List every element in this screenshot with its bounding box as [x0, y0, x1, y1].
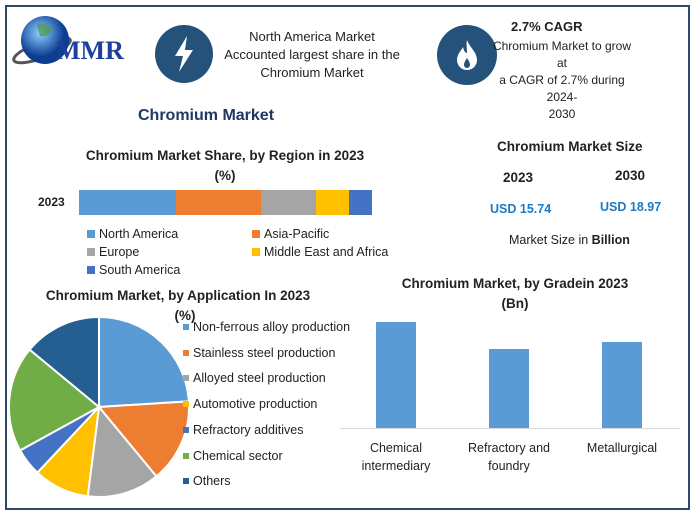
highlight-line: North America Market	[249, 29, 375, 44]
legend-swatch	[183, 324, 189, 330]
legend-swatch	[87, 266, 95, 274]
category-line: intermediary	[361, 459, 431, 473]
region-bar-label: 2023	[38, 195, 65, 209]
highlight-north-america: North America Market Accounted largest s…	[212, 28, 412, 82]
legend-label: Refractory additives	[193, 422, 304, 437]
market-size-value-2030: USD 18.97	[600, 200, 662, 214]
grade-bar	[489, 349, 529, 428]
logo-text: MMR	[56, 36, 124, 65]
flame-icon	[457, 40, 477, 70]
legend-swatch	[183, 478, 189, 485]
lightning-badge	[155, 25, 213, 83]
legend-label: Others	[193, 474, 231, 489]
chart-subtitle: (Bn)	[501, 296, 529, 311]
legend-swatch	[183, 452, 189, 459]
legend-item: Automotive production	[183, 397, 317, 411]
region-chart-title: Chromium Market Share, by Region in 2023…	[70, 146, 380, 186]
legend-item: Refractory additives	[183, 423, 303, 437]
cagr-title: 2.7% CAGR	[511, 19, 583, 34]
main-title: Chromium Market	[138, 107, 275, 124]
category-line: Chemical	[369, 441, 423, 455]
legend-label: South America	[99, 263, 181, 277]
market-size-title: Chromium Market Size	[497, 139, 643, 154]
legend-label: North America	[99, 227, 179, 241]
pie-slice-others	[28, 315, 100, 410]
legend-swatch	[183, 426, 189, 433]
cagr-line: Chromium Market to grow at	[492, 39, 632, 70]
chart-subtitle: (%)	[214, 168, 236, 183]
legend-item: North America	[87, 227, 178, 241]
grade-category-label: Refractory and foundry	[449, 439, 569, 475]
legend-label: Non-ferrous alloy production	[193, 320, 351, 334]
category-line: Refractory and	[468, 441, 550, 455]
legend-label: Europe	[99, 245, 140, 259]
market-size-year-2023: 2023	[503, 170, 534, 185]
legend-swatch	[183, 349, 189, 356]
region-bar-segment	[348, 190, 372, 215]
grade-category-label: Chemical intermediary	[336, 439, 456, 475]
legend-item: Stainless steel production	[183, 346, 335, 360]
grade-bar	[602, 342, 642, 428]
highlight-line: Accounted largest share in the	[224, 47, 400, 62]
chart-title: Chromium Market Share, by Region in 2023	[85, 148, 365, 163]
legend-label: Stainless steel production	[193, 345, 336, 360]
legend-item: South America	[87, 263, 180, 277]
legend-label: Automotive production	[193, 397, 318, 412]
market-size-note: Market Size in Billion	[509, 233, 630, 247]
application-chart-title: Chromium Market, by Application In 2023 …	[20, 286, 336, 326]
region-bar-segment	[316, 190, 349, 215]
note-text: Market Size in	[509, 233, 592, 247]
legend-swatch	[87, 230, 95, 238]
legend-swatch	[183, 401, 189, 408]
legend-item: Chemical sector	[183, 449, 283, 463]
legend-label: Alloyed steel production	[193, 371, 326, 386]
market-size-value-2023: USD 15.74	[490, 202, 552, 216]
grade-bar	[376, 322, 416, 428]
legend-label: Asia-Pacific	[264, 227, 330, 241]
legend-label: Chemical sector	[193, 448, 283, 463]
pie-slice-non-ferrous-alloy-production	[98, 315, 190, 409]
highlight-line: Chromium Market	[260, 65, 364, 80]
category-line: Metallurgical	[586, 441, 658, 455]
region-stacked-bar	[79, 190, 372, 215]
legend-swatch	[87, 248, 95, 256]
legend-item: Middle East and Africa	[252, 245, 388, 259]
grade-category-label: Metallurgical	[562, 439, 682, 457]
region-bar-segment	[260, 190, 317, 215]
legend-item: Others	[183, 474, 231, 488]
cagr-description: Chromium Market to grow at a CAGR of 2.7…	[492, 38, 632, 123]
legend-swatch	[252, 230, 260, 238]
legend-item: Asia-Pacific	[252, 227, 329, 241]
flame-badge	[437, 25, 497, 85]
cagr-line: 2030	[548, 107, 576, 121]
application-pie-chart	[8, 315, 190, 498]
grade-axis-line	[340, 428, 680, 429]
legend-item: Europe	[87, 245, 139, 259]
legend-swatch	[252, 248, 260, 256]
lightning-icon	[175, 36, 193, 72]
grade-chart-title: Chromium Market, by Gradein 2023 (Bn)	[370, 274, 660, 314]
legend-item: Alloyed steel production	[183, 371, 326, 385]
region-bar-segment	[175, 190, 261, 215]
infographic-frame	[5, 5, 690, 510]
cagr-line: a CAGR of 2.7% during 2024-	[499, 73, 625, 104]
legend-label: Middle East and Africa	[264, 245, 389, 259]
category-line: foundry	[488, 459, 530, 473]
region-bar-segment	[79, 190, 176, 215]
globe-icon	[12, 16, 72, 65]
chart-title: Chromium Market, by Gradein 2023	[401, 276, 629, 291]
chart-title: Chromium Market, by Application In 2023	[45, 288, 311, 303]
legend-item: Non-ferrous alloy production	[183, 320, 350, 334]
mmr-logo: MMR	[12, 10, 124, 70]
market-size-year-2030: 2030	[615, 168, 646, 183]
legend-swatch	[183, 375, 189, 382]
chart-subtitle: (%)	[174, 308, 196, 323]
pie-slice-alloyed-steel-production	[86, 404, 158, 498]
pie-slice-chemical-sector	[8, 348, 101, 452]
note-unit: Billion	[591, 233, 630, 247]
